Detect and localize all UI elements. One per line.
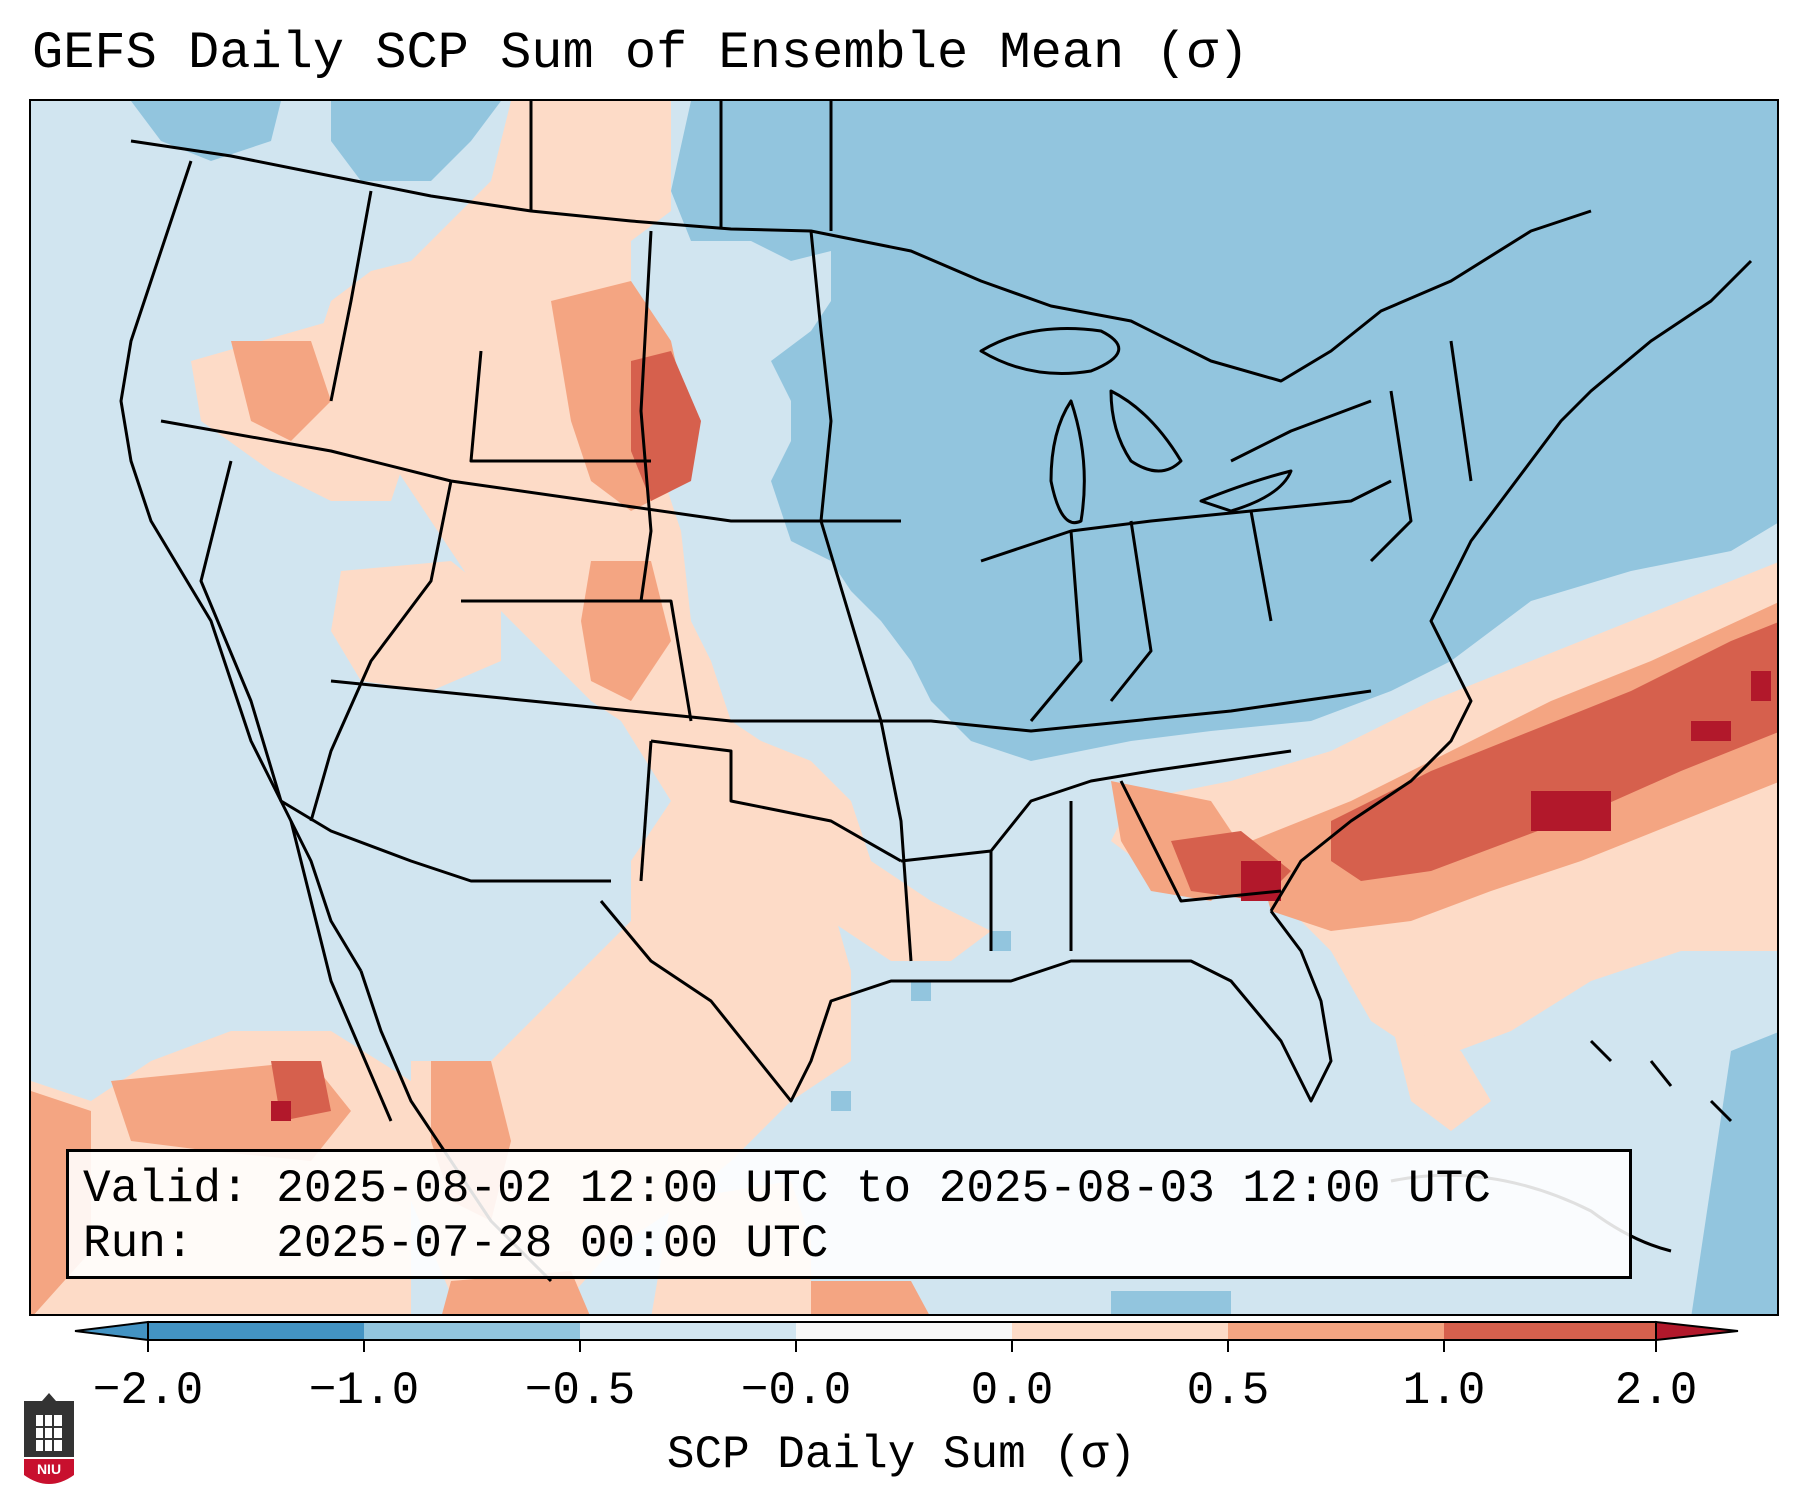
colorbar-segment bbox=[1228, 1322, 1444, 1340]
state-boundaries bbox=[119, 101, 1753, 1283]
colorbar-ticks bbox=[147, 1340, 1657, 1352]
map-panel[interactable] bbox=[29, 99, 1779, 1316]
colorbar-segment bbox=[580, 1322, 796, 1340]
colorbar-segment bbox=[796, 1322, 1012, 1340]
colorbar-segment bbox=[1444, 1322, 1656, 1340]
colorbar-outline bbox=[147, 1321, 1657, 1341]
negative-anomaly-regions bbox=[131, 101, 1777, 1314]
run-label: Run: bbox=[83, 1218, 194, 1270]
valid-value: 2025-08-02 12:00 UTC to 2025-08-03 12:00… bbox=[276, 1163, 1491, 1215]
run-value: 2025-07-28 00:00 UTC bbox=[276, 1218, 829, 1270]
extreme-positive-spots bbox=[271, 671, 1771, 1121]
colorbar-tick-label: 0.0 bbox=[970, 1365, 1054, 1417]
colorbar-title: SCP Daily Sum (σ) bbox=[666, 1429, 1137, 1481]
colorbar-segment bbox=[364, 1322, 580, 1340]
colorbar-segment bbox=[148, 1322, 364, 1340]
colorbar-segments bbox=[74, 1320, 1739, 1342]
map-title: GEFS Daily SCP Sum of Ensemble Mean (σ) bbox=[32, 24, 1249, 83]
colorbar-tick-label: −1.0 bbox=[308, 1365, 420, 1417]
colorbar-tick-label: 0.5 bbox=[1186, 1365, 1270, 1417]
logo-text: NIU bbox=[37, 1461, 61, 1477]
colorbar-extend-high bbox=[1655, 1320, 1739, 1342]
colorbar-tick-label: −0.0 bbox=[740, 1365, 852, 1417]
colorbar-tick-label: 1.0 bbox=[1402, 1365, 1486, 1417]
colorbar-extend-low bbox=[74, 1320, 149, 1342]
high-positive-regions bbox=[271, 351, 1777, 1121]
niu-logo: NIU bbox=[24, 1393, 74, 1484]
colorbar-tick-label: −0.5 bbox=[524, 1365, 636, 1417]
colorbar-segment bbox=[1012, 1322, 1228, 1340]
valid-label: Valid: bbox=[83, 1163, 249, 1215]
colorbar-tick-label: 2.0 bbox=[1614, 1365, 1698, 1417]
map-canvas bbox=[31, 101, 1777, 1314]
info-box: Valid: 2025-08-02 12:00 UTC to 2025-08-0… bbox=[66, 1149, 1632, 1279]
colorbar-tick-label: −2.0 bbox=[92, 1365, 204, 1417]
